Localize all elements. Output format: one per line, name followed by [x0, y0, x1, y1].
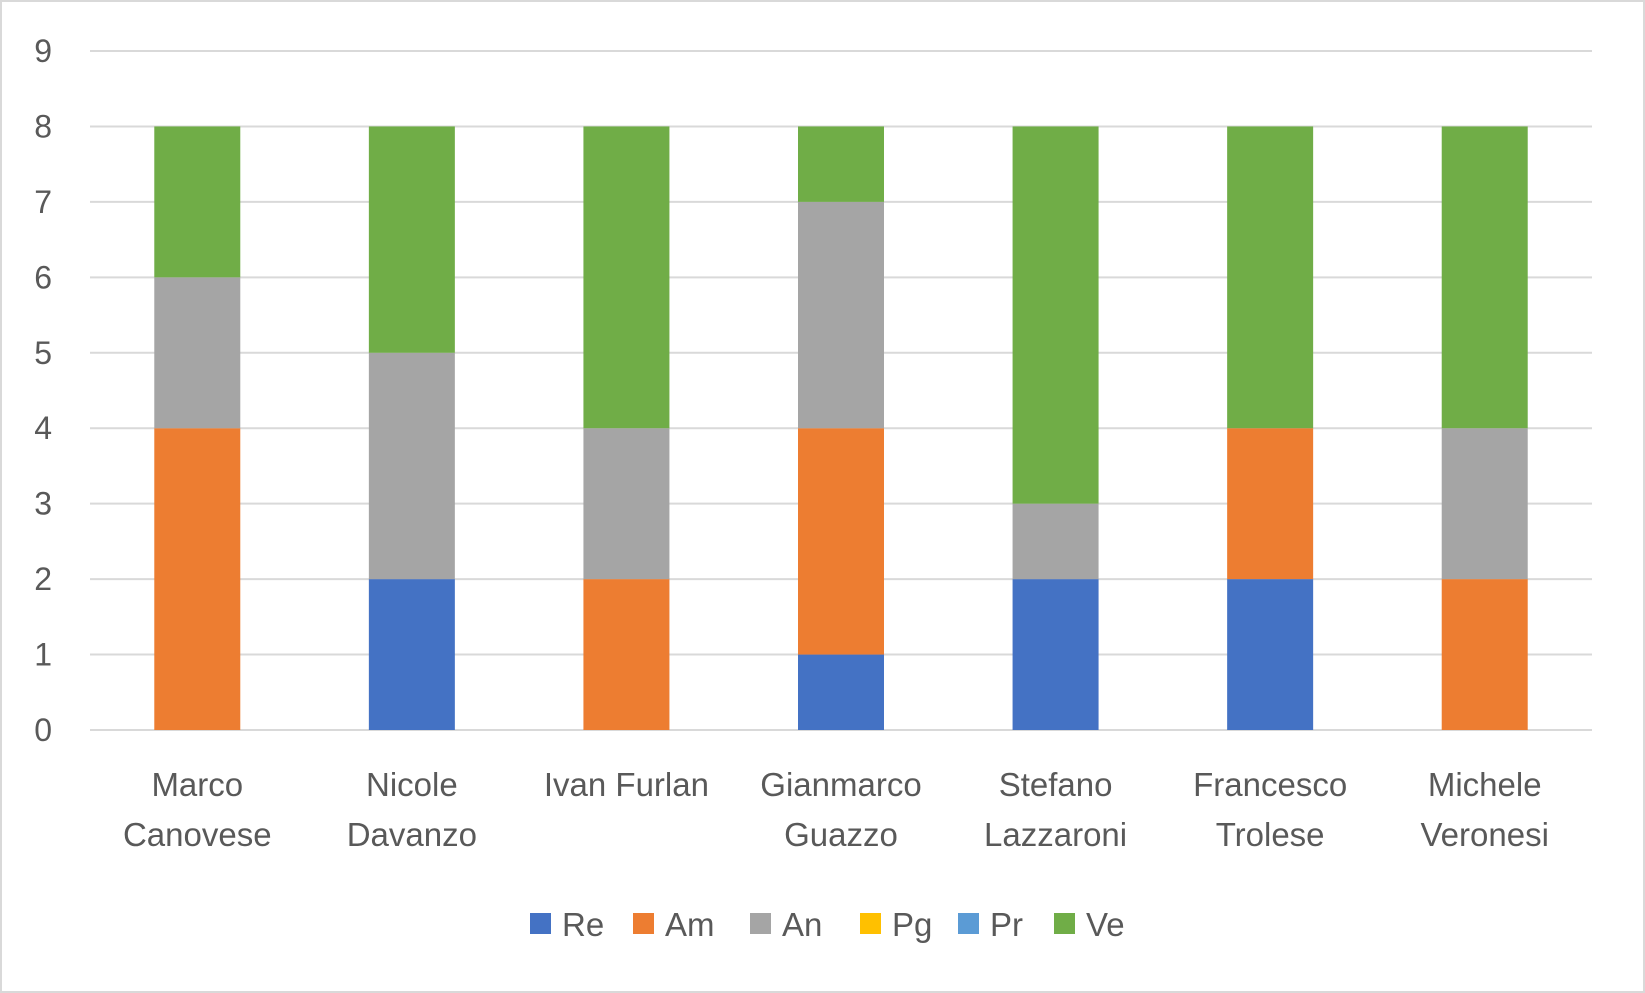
legend-label-pg: Pg — [892, 906, 932, 943]
bar-segment-an — [1012, 503, 1099, 580]
x-axis-category-labels: Marco Canovese Nicole Davanzo Ivan Furlan Gia… — [123, 766, 1549, 853]
y-axis-tick-labels: 0 1 2 3 4 5 6 7 8 9 — [34, 33, 52, 748]
bar-segment-am — [583, 579, 670, 730]
bar-segment-an — [154, 277, 241, 429]
y-tick-label: 3 — [34, 486, 52, 522]
bar-segment-ve — [583, 126, 670, 429]
bar-segment-re — [1227, 579, 1314, 730]
legend-label-an: An — [782, 906, 822, 943]
legend-swatch-an — [750, 913, 771, 934]
x-category-label: Guazzo — [784, 816, 898, 853]
bar-segment-ve — [1227, 126, 1314, 429]
x-category-label: Michele — [1428, 766, 1542, 803]
y-tick-label: 2 — [34, 561, 52, 597]
bar-segment-ve — [798, 126, 884, 202]
legend-swatch-pg — [860, 913, 881, 934]
y-tick-label: 0 — [34, 712, 52, 748]
legend-swatch-ve — [1054, 913, 1075, 934]
x-category-label: Gianmarco — [760, 766, 921, 803]
x-category-label: Davanzo — [347, 816, 477, 853]
bar-segment-ve — [1012, 126, 1099, 504]
bar-segment-am — [1227, 428, 1314, 580]
bar-segment-ve — [1441, 126, 1528, 429]
bar-segment-an — [583, 428, 670, 580]
bar-segment-am — [1441, 579, 1528, 730]
bar-segment-re — [368, 579, 455, 730]
bar-segment-an — [368, 352, 455, 580]
y-tick-label: 7 — [34, 184, 52, 220]
y-tick-label: 1 — [34, 637, 52, 673]
legend-label-pr: Pr — [990, 906, 1023, 943]
x-category-label: Francesco — [1193, 766, 1347, 803]
y-tick-label: 8 — [34, 108, 52, 144]
legend-label-ve: Ve — [1086, 906, 1125, 943]
x-category-label: Marco — [151, 766, 243, 803]
x-category-label: Veronesi — [1420, 816, 1548, 853]
y-tick-label: 9 — [34, 33, 52, 69]
x-category-label: Ivan Furlan — [544, 766, 709, 803]
bar-segment-re — [798, 654, 884, 730]
bar-segment-re — [1012, 579, 1099, 730]
bars — [154, 126, 1528, 730]
legend: Re Am An Pg Pr Ve — [530, 906, 1125, 943]
bar-segment-an — [798, 201, 884, 429]
legend-swatch-re — [530, 913, 551, 934]
x-category-label: Nicole — [366, 766, 458, 803]
bar-segment-am — [154, 428, 241, 730]
x-category-label: Canovese — [123, 816, 272, 853]
legend-label-am: Am — [665, 906, 715, 943]
legend-label-re: Re — [562, 906, 604, 943]
y-tick-label: 6 — [34, 259, 52, 295]
y-tick-label: 4 — [34, 410, 52, 446]
x-category-label: Lazzaroni — [984, 816, 1127, 853]
bar-segment-an — [1441, 428, 1528, 580]
bar-segment-am — [798, 428, 884, 655]
y-tick-label: 5 — [34, 335, 52, 371]
x-category-label: Trolese — [1216, 816, 1325, 853]
bar-segment-ve — [154, 126, 241, 278]
bar-segment-ve — [368, 126, 455, 353]
legend-swatch-pr — [958, 913, 979, 934]
x-category-label: Stefano — [999, 766, 1113, 803]
legend-swatch-am — [633, 913, 654, 934]
